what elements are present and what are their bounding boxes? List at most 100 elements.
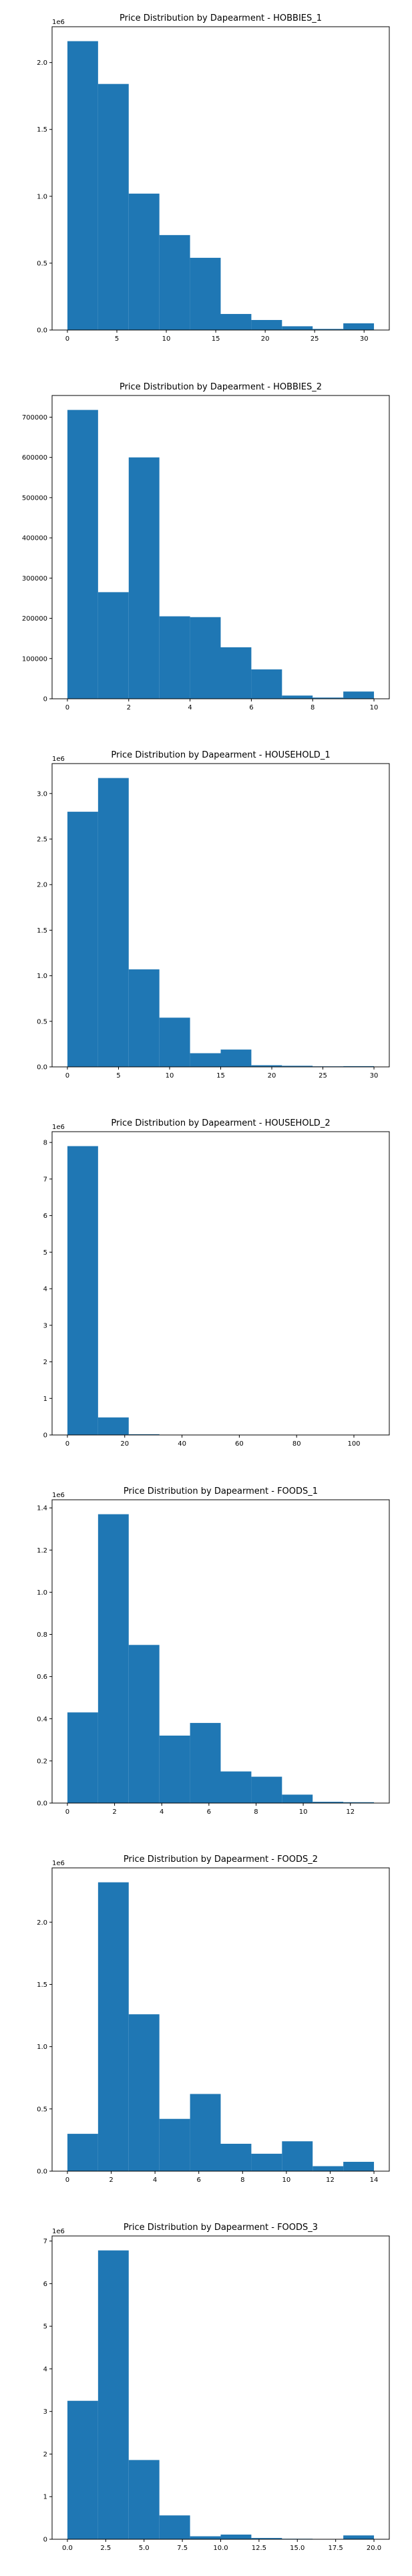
x-tick-label: 80 <box>292 1440 301 1448</box>
histogram-bar <box>129 458 160 699</box>
chart-title: Price Distribution by Dapearment - FOODS… <box>124 1855 318 1865</box>
histogram-bar <box>251 1777 282 1803</box>
y-tick-label: 600000 <box>22 454 47 462</box>
histogram-bar <box>98 1883 129 2171</box>
histogram-bar <box>313 2166 343 2171</box>
histogram-bar <box>67 1146 98 1435</box>
x-tick-label: 25 <box>311 335 319 343</box>
histogram-bar <box>160 1736 190 1803</box>
y-tick-label: 8 <box>43 1140 47 1147</box>
y-offset-label: 1e6 <box>52 1492 65 1499</box>
chart-panel: Price Distribution by Dapearment - HOUSE… <box>37 750 389 1080</box>
y-tick-label: 0.5 <box>37 260 47 267</box>
chart-panel: Price Distribution by Dapearment - HOUSE… <box>43 1118 389 1448</box>
y-tick-label: 0.5 <box>37 2106 47 2113</box>
x-tick-label: 5 <box>115 335 119 343</box>
x-tick-label: 8 <box>254 1808 258 1816</box>
histogram-bar <box>190 258 221 330</box>
histogram-bar <box>160 2515 190 2539</box>
histogram-bar <box>221 1050 252 1067</box>
histogram-bar <box>221 1772 252 1803</box>
y-tick-label: 100000 <box>22 655 47 663</box>
x-tick-label: 12 <box>326 2177 335 2184</box>
x-tick-label: 10 <box>166 1072 174 1080</box>
y-tick-label: 1.0 <box>37 1589 47 1597</box>
x-tick-label: 0.0 <box>62 2545 73 2552</box>
y-offset-label: 1e6 <box>52 1124 65 1131</box>
x-tick-label: 60 <box>235 1440 244 1448</box>
histogram-bar <box>190 1723 221 1803</box>
y-tick-label: 1.4 <box>37 1505 47 1512</box>
histogram-bar <box>190 2537 221 2539</box>
y-tick-label: 0.0 <box>37 2168 47 2176</box>
y-tick-label: 4 <box>43 2366 47 2373</box>
x-tick-label: 4 <box>188 704 192 711</box>
y-tick-label: 1.0 <box>37 193 47 200</box>
histogram-bar <box>98 1418 129 1435</box>
x-tick-label: 0 <box>65 1808 69 1816</box>
histogram-bar <box>343 323 374 330</box>
x-tick-label: 5.0 <box>139 2545 150 2552</box>
y-tick-label: 6 <box>43 2281 47 2288</box>
histogram-bars <box>67 1514 374 1803</box>
x-tick-label: 40 <box>178 1440 186 1448</box>
y-tick-label: 1.2 <box>37 1547 47 1555</box>
chart-panel: Price Distribution by Dapearment - FOODS… <box>37 1486 389 1816</box>
x-tick-label: 5 <box>116 1072 120 1080</box>
x-tick-label: 2 <box>109 2177 113 2184</box>
x-tick-label: 8 <box>240 2177 244 2184</box>
x-tick-label: 10 <box>370 704 379 711</box>
y-tick-label: 2.0 <box>37 1919 47 1927</box>
x-tick-label: 12.5 <box>252 2545 266 2552</box>
histogram-bar <box>343 2162 374 2171</box>
y-tick-label: 2.0 <box>37 59 47 67</box>
histogram-bar <box>129 2460 160 2539</box>
histogram-bar <box>67 41 98 330</box>
x-tick-label: 2 <box>127 704 131 711</box>
x-tick-label: 0 <box>65 335 69 343</box>
histogram-bar <box>282 2141 313 2171</box>
y-tick-label: 3.0 <box>37 790 47 798</box>
y-tick-label: 5 <box>43 1249 47 1257</box>
histogram-bar <box>67 812 98 1067</box>
y-tick-label: 700000 <box>22 414 47 422</box>
x-tick-label: 17.5 <box>329 2545 343 2552</box>
y-tick-label: 5 <box>43 2323 47 2331</box>
histogram-bar <box>129 194 160 330</box>
x-tick-label: 4 <box>160 1808 164 1816</box>
chart-title: Price Distribution by Dapearment - FOODS… <box>124 1486 318 1496</box>
x-tick-label: 0 <box>65 704 69 711</box>
histogram-bar <box>129 969 160 1067</box>
histogram-bar <box>221 2535 252 2539</box>
y-tick-label: 200000 <box>22 615 47 623</box>
chart-panel: Price Distribution by Dapearment - FOODS… <box>37 1855 389 2184</box>
x-tick-label: 12 <box>346 1808 355 1816</box>
histogram-bar <box>221 314 252 330</box>
x-tick-label: 20 <box>120 1440 129 1448</box>
histogram-bar <box>98 2251 129 2539</box>
y-tick-label: 2.0 <box>37 882 47 889</box>
x-tick-label: 15 <box>212 335 220 343</box>
y-tick-label: 0 <box>43 2537 47 2544</box>
y-tick-label: 3 <box>43 1322 47 1329</box>
x-tick-label: 25 <box>319 1072 327 1080</box>
x-tick-label: 2.5 <box>100 2545 111 2552</box>
histogram-bar <box>251 669 282 699</box>
chart-title: Price Distribution by Dapearment - HOBBI… <box>120 13 322 23</box>
chart-title: Price Distribution by Dapearment - FOODS… <box>124 2223 318 2233</box>
histogram-bar <box>190 617 221 699</box>
y-tick-label: 7 <box>43 2238 47 2245</box>
x-tick-label: 15.0 <box>290 2545 304 2552</box>
y-tick-label: 400000 <box>22 535 47 542</box>
x-tick-label: 30 <box>370 1072 379 1080</box>
histogram-bar <box>251 320 282 330</box>
x-tick-label: 4 <box>153 2177 157 2184</box>
y-tick-label: 1.5 <box>37 1981 47 1989</box>
histogram-bar <box>98 84 129 330</box>
chart-title: Price Distribution by Dapearment - HOBBI… <box>120 382 322 392</box>
histogram-bar <box>160 617 190 699</box>
y-tick-label: 1.0 <box>37 973 47 980</box>
y-tick-label: 0 <box>43 696 47 703</box>
y-tick-label: 7 <box>43 1176 47 1183</box>
